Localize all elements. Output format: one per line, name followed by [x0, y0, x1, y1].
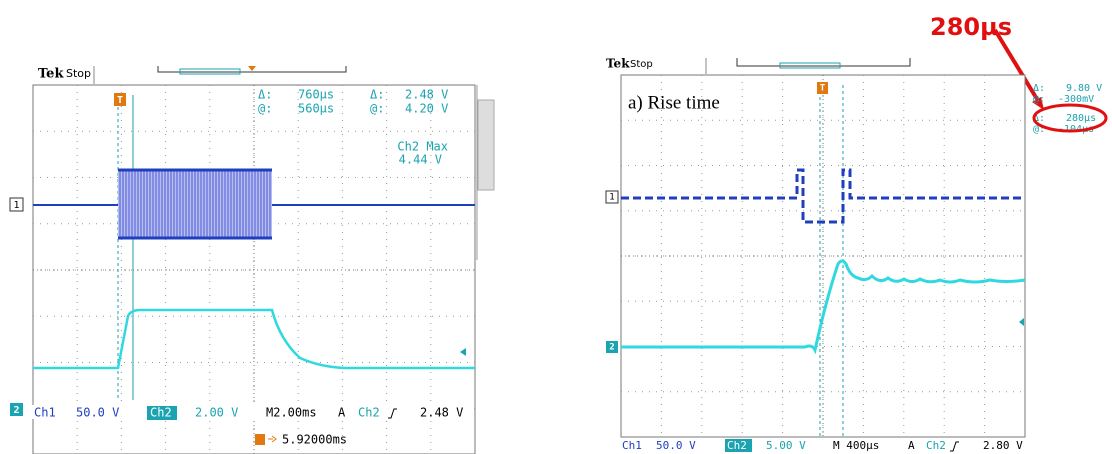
screenshot: Tek Stop T Δ: 760µs Δ: 2.48 V @: 560µs @…: [0, 0, 1112, 454]
measurement-value: 4.44 V: [399, 153, 442, 167]
right-scope: 280µs Tek Stop T a) Rise time 1 2 Δ: 9.8…: [606, 13, 1106, 452]
ch2-marker: 2: [609, 343, 614, 353]
cursor-label: @:: [1033, 94, 1045, 105]
cursor-value: 760µs: [298, 88, 334, 102]
ch2-marker: 2: [13, 405, 19, 416]
side-tab: [478, 100, 494, 190]
ch2-label: Ch2: [727, 439, 747, 452]
trigger-source: Ch2: [358, 406, 380, 420]
cursor-value: 560µs: [298, 102, 334, 116]
trigger-mode: A: [338, 406, 346, 420]
trigger-slope: [950, 442, 959, 451]
cursor-value: 280µs: [1066, 113, 1096, 124]
trigger-marker: T: [117, 95, 123, 106]
trigger-source: Ch2: [926, 439, 946, 452]
trigger-mode: A: [908, 439, 915, 452]
timebase: M 400µs: [833, 439, 879, 452]
ch1-scale: 50.0 V: [656, 439, 696, 452]
timebase: M2.00ms: [266, 406, 317, 420]
cursor-label: Δ:: [370, 88, 384, 102]
ch2-label: Ch2: [150, 406, 172, 420]
ch1-scale: 50.0 V: [76, 406, 119, 420]
cursor-value: 9.80 V: [1066, 83, 1102, 94]
ch1-marker: 1: [609, 193, 614, 203]
record-bar: [737, 58, 910, 66]
ch1-label: Ch1: [34, 406, 56, 420]
cursor-value: 4.20 V: [405, 102, 448, 116]
cursor-value: -300mV: [1058, 94, 1094, 105]
status: Stop: [630, 59, 653, 70]
ch2-scale: 5.00 V: [766, 439, 806, 452]
ch1-marker: 1: [13, 200, 19, 211]
cursor-label: Δ:: [1033, 83, 1045, 94]
cursor-label: @:: [370, 102, 384, 116]
measurement-label: Ch2 Max: [397, 140, 448, 154]
trigger-level: 2.48 V: [420, 406, 463, 420]
ch2-scale: 2.00 V: [195, 406, 238, 420]
ch1-label: Ch1: [622, 439, 642, 452]
brand: Tek: [38, 67, 64, 82]
cursor-value: 2.48 V: [405, 88, 448, 102]
left-scope: Tek Stop T Δ: 760µs Δ: 2.48 V @: 560µs @…: [10, 66, 494, 454]
caption: a) Rise time: [628, 92, 720, 113]
brand: Tek: [606, 57, 630, 71]
status: Stop: [66, 67, 91, 80]
trigger-level: 2.80 V: [983, 439, 1023, 452]
trigger-marker: T: [820, 84, 826, 94]
trigger-position: 5.92000ms: [282, 433, 347, 447]
trigger-pos-box: [255, 434, 265, 445]
trigger-pos-icon: [248, 66, 256, 71]
cursor-label: Δ:: [258, 88, 272, 102]
cursor-label: @:: [258, 102, 272, 116]
